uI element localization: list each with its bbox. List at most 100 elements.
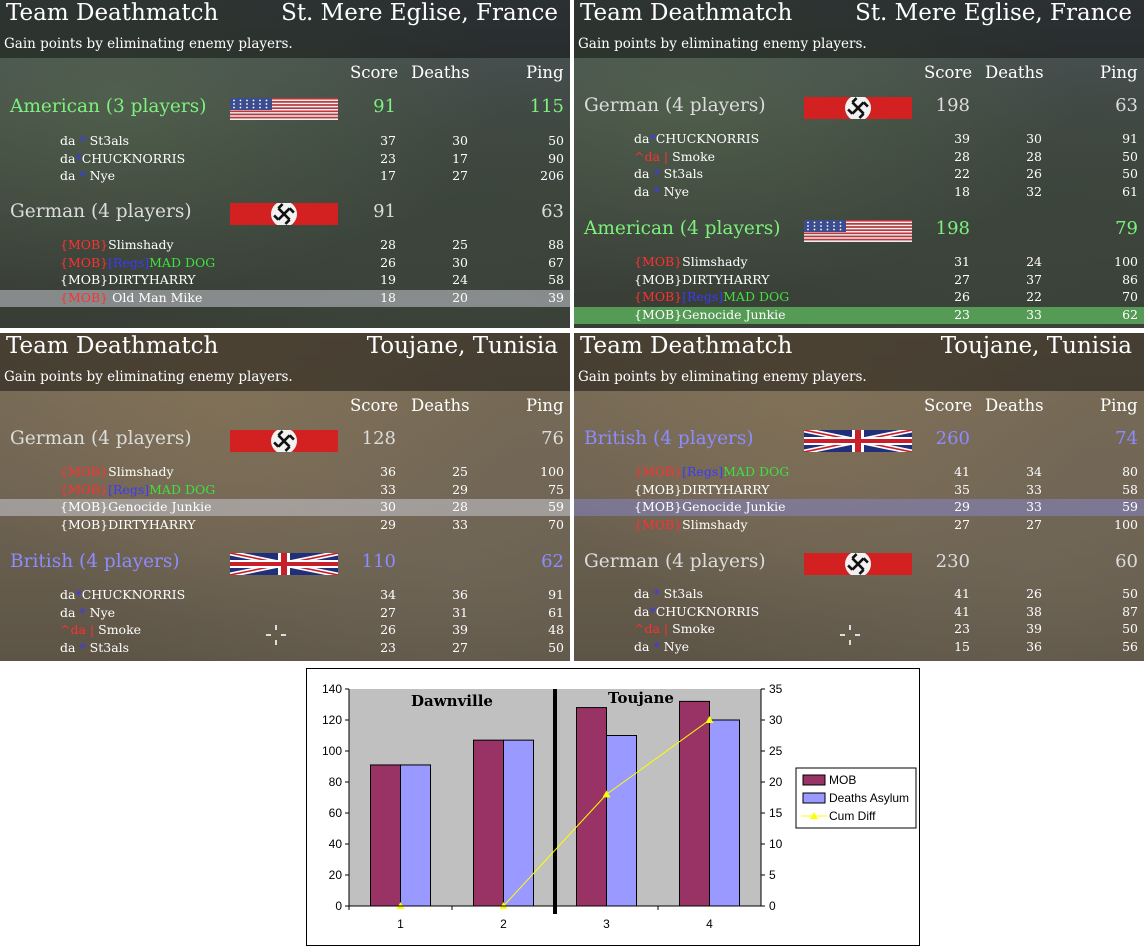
chart-svg: 0 20 40 60 80 100 120 140 0 5 10 15 20 25 30 35 1 2 3 4 Dawn… [322,682,917,931]
score-chart: 0 20 40 60 80 100 120 140 0 5 10 15 20 25 30 35 1 2 3 4 Dawn… [306,668,920,946]
player-name: ^da | Smoke [634,148,716,164]
player-score: 26 [380,622,396,638]
player-row[interactable]: da*CHUCKNORRIS 23 17 90 [0,151,570,168]
player-row[interactable]: da * St3als 37 30 50 [0,133,570,150]
player-row[interactable]: da * Nye 15 36 56 [574,639,1144,656]
player-row[interactable]: da*CHUCKNORRIS 34 36 91 [0,587,570,604]
player-deaths: 17 [452,150,468,166]
player-row[interactable]: da*CHUCKNORRIS 39 30 91 [574,131,1144,148]
right-tick-label: 30 [769,713,783,727]
player-deaths: 20 [452,289,468,305]
player-deaths: 26 [1026,586,1042,601]
player-ping: 50 [1122,586,1138,601]
player-deaths: 26 [1026,166,1042,182]
player-ping: 67 [548,254,564,270]
player-row[interactable]: {MOB}[Regs]MAD DOG 26 30 67 [0,255,570,272]
legend-marker [810,812,818,819]
player-deaths: 27 [452,639,468,655]
team-name: German (4 players) [10,201,192,222]
player-score: 29 [380,516,396,532]
team-score: 260 [935,428,970,449]
player-ping: 91 [548,587,564,602]
player-ping: 88 [548,237,564,252]
player-ping: 59 [548,499,564,515]
player-row[interactable]: {MOB}[Regs]MAD DOG 41 34 80 [574,464,1144,481]
player-score: 28 [380,237,396,252]
player-deaths: 28 [452,499,468,515]
player-row[interactable]: {MOB}DIRTYHARRY 19 24 58 [0,272,570,289]
player-deaths: 36 [1026,638,1042,654]
left-tick-label: 20 [329,868,343,882]
player-ping: 100 [1114,516,1138,532]
player-deaths: 28 [1026,148,1042,164]
player-row[interactable]: {MOB}DIRTYHARRY 35 33 58 [574,482,1144,499]
player-row[interactable]: da * St3als 23 27 50 [0,640,570,657]
german-flag-icon [230,201,338,227]
player-deaths: 22 [1026,289,1042,305]
scoreboard-panel: Team Deathmatch St. Mere Eglise, France Ga… [0,0,570,328]
player-row[interactable]: da * Nye 18 32 61 [574,184,1144,201]
team-score: 91 [373,96,396,117]
player-row[interactable]: {MOB}Genocide Junkie 29 33 59 [574,499,1144,517]
right-tick-label: 10 [769,837,783,851]
player-name: {MOB}DIRTYHARRY [60,516,196,532]
player-row[interactable]: {MOB}DIRTYHARRY 29 33 70 [0,517,570,534]
player-score: 30 [380,499,396,515]
bar-deaths-asylum [503,739,534,907]
score-column-header: Score [924,63,973,82]
player-row[interactable]: da * St3als 22 26 50 [574,166,1144,183]
player-name: {MOB}DIRTYHARRY [60,272,196,288]
british-flag-icon [803,427,913,455]
player-deaths: 27 [452,168,468,184]
player-row[interactable]: da * Nye 27 31 61 [0,605,570,622]
player-deaths: 32 [1026,183,1042,199]
player-row[interactable]: {MOB} Old Man Mike 18 20 39 [0,289,570,307]
player-deaths: 33 [1026,499,1042,515]
player-ping: 91 [1122,131,1138,146]
player-score: 41 [954,586,970,601]
player-row[interactable]: ^da | Smoke 28 28 50 [574,149,1144,166]
score-column-header: Score [350,396,399,415]
player-deaths: 24 [452,272,468,288]
player-ping: 86 [1122,271,1138,287]
player-row[interactable]: {MOB}Genocide Junkie 30 28 59 [0,499,570,517]
player-row[interactable]: {MOB}Slimshady 36 25 100 [0,464,570,481]
player-score: 41 [954,603,970,619]
player-deaths: 27 [1026,516,1042,532]
player-score: 27 [954,271,970,287]
player-row[interactable]: da*CHUCKNORRIS 41 38 87 [574,604,1144,621]
player-row[interactable]: ^da | Smoke 26 39 48 [0,622,570,639]
german-flag-icon [804,95,912,121]
player-row[interactable]: da * St3als 41 26 50 [574,586,1144,603]
player-name: {MOB}DIRTYHARRY [634,271,770,287]
left-tick-label: 140 [322,682,342,696]
team-row: American (3 players) 91 115 [0,96,570,126]
scoreboard-panel: Team Deathmatch Toujane, Tunisia Gain poin… [574,333,1144,661]
scoreboard-panel: Team Deathmatch St. Mere Eglise, France Ga… [574,0,1144,328]
player-ping: 100 [540,464,564,479]
right-tick-label: 0 [769,899,776,913]
player-row[interactable]: {MOB}Slimshady 28 25 88 [0,237,570,254]
scoreboard-panel: Team Deathmatch Toujane, Tunisia Gain poin… [0,333,570,661]
crosshair-icon [266,625,286,645]
objective-text: Gain points by eliminating enemy players… [578,369,867,385]
player-score: 27 [954,516,970,532]
left-tick-label: 80 [329,775,343,789]
player-deaths: 29 [452,481,468,497]
player-row[interactable]: {MOB}[Regs]MAD DOG 26 22 70 [574,289,1144,306]
player-name: {MOB}Slimshady [60,464,174,479]
player-row[interactable]: ^da | Smoke 23 39 50 [574,621,1144,638]
player-row[interactable]: {MOB}DIRTYHARRY 27 37 86 [574,272,1144,289]
player-ping: 50 [1122,148,1138,164]
player-row[interactable]: {MOB}Slimshady 31 24 100 [574,254,1144,271]
player-row[interactable]: da * Nye 17 27 206 [0,168,570,185]
player-ping: 87 [1122,603,1138,619]
player-score: 33 [380,481,396,497]
cum-diff-marker [602,790,611,798]
player-ping: 58 [548,272,564,288]
player-row[interactable]: {MOB}Slimshady 27 27 100 [574,517,1144,534]
player-row[interactable]: {MOB}Genocide Junkie 23 33 62 [574,306,1144,324]
player-ping: 70 [548,516,564,532]
player-row[interactable]: {MOB}[Regs]MAD DOG 33 29 75 [0,482,570,499]
player-ping: 50 [1122,166,1138,182]
